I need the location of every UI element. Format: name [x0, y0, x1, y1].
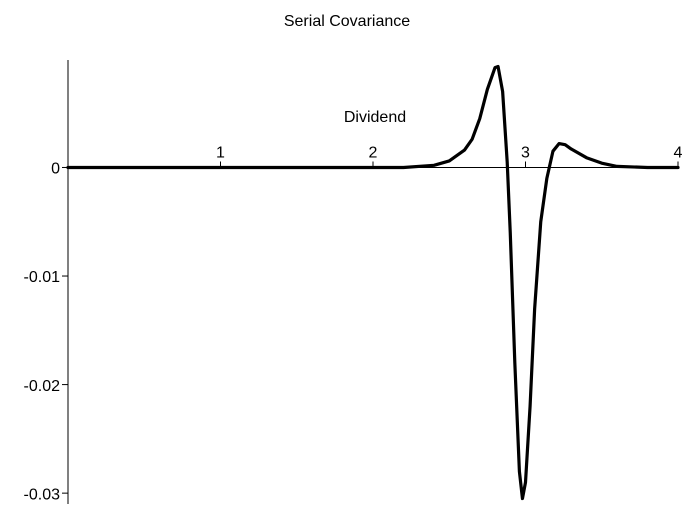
- y-tick-label: -0.02: [24, 378, 61, 395]
- x-tick-label: 4: [674, 145, 683, 162]
- x-axis-label: Dividend: [344, 109, 406, 126]
- y-tick-label: -0.03: [24, 486, 61, 503]
- x-tick-label: 1: [216, 145, 225, 162]
- y-tick-label: 0: [51, 161, 60, 178]
- x-tick-label: 3: [521, 145, 530, 162]
- chart-title: Serial Covariance: [284, 13, 410, 30]
- y-tick-label: -0.01: [24, 269, 61, 286]
- line-series: [66, 64, 680, 501]
- x-tick-label: 2: [369, 145, 378, 162]
